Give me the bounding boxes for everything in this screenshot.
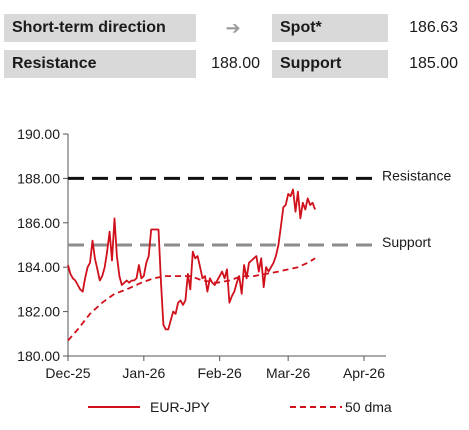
y-tick-label: 182.00: [17, 304, 60, 320]
support-annotation: Support: [382, 234, 431, 250]
arrow-right-icon: ➔: [225, 18, 241, 38]
spot-value: 186.63: [409, 19, 458, 36]
chart-legend: EUR-JPY 50 dma: [88, 399, 392, 415]
legend-50-dma-label: 50 dma: [345, 399, 392, 415]
support-label: Support: [272, 50, 388, 78]
level-lines: Resistance Support: [68, 167, 451, 250]
legend-eur-jpy-label: EUR-JPY: [150, 399, 211, 415]
x-tick-label: Apr-26: [343, 365, 385, 381]
chart-series: [67, 188, 316, 342]
dma-50-line: [67, 257, 316, 342]
y-tick-label: 190.00: [17, 126, 60, 142]
resistance-annotation: Resistance: [382, 167, 451, 183]
resistance-value: 188.00: [211, 55, 260, 72]
x-tick-label: Dec-25: [45, 365, 90, 381]
x-tick-label: Mar-26: [266, 365, 311, 381]
resistance-label: Resistance: [4, 50, 196, 78]
x-tick-label: Feb-26: [197, 365, 242, 381]
eur-jpy-chart: 180.00 182.00 184.00 186.00 188.00 190.00 Dec-…: [17, 126, 451, 415]
y-tick-label: 180.00: [17, 348, 60, 364]
y-tick-label: 186.00: [17, 215, 60, 231]
direction-label: Short-term direction: [4, 14, 196, 42]
chart-axes: 180.00 182.00 184.00 186.00 188.00 190.00 Dec-…: [17, 126, 386, 381]
y-tick-label: 188.00: [17, 170, 60, 186]
eur-jpy-line: [67, 188, 316, 331]
x-tick-label: Jan-26: [122, 365, 165, 381]
support-value: 185.00: [409, 55, 458, 72]
y-tick-label: 184.00: [17, 259, 60, 275]
spot-label: Spot*: [272, 14, 388, 42]
